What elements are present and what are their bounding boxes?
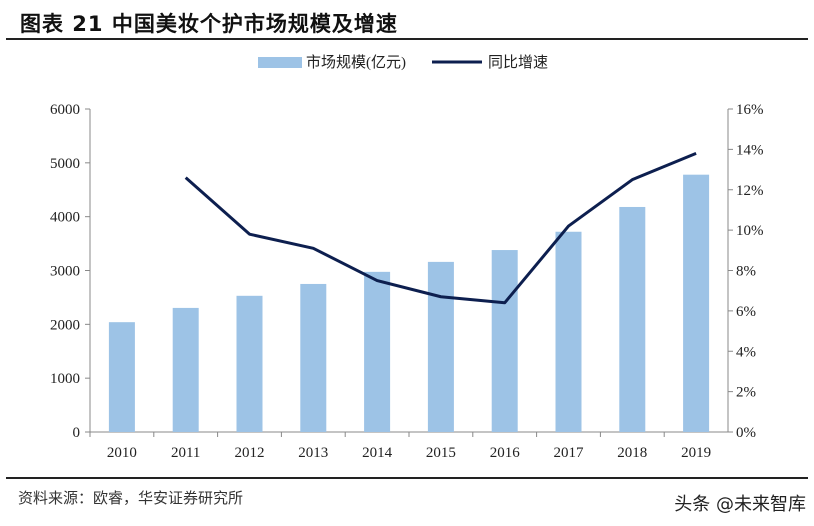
right-tick-label: 4% xyxy=(736,344,756,360)
chart-title: 图表 21 中国美妆个护市场规模及增速 xyxy=(20,12,398,36)
legend-label-line: 同比增速 xyxy=(488,54,548,71)
legend-label-bar: 市场规模(亿元) xyxy=(306,54,406,71)
bar-2011 xyxy=(172,307,199,432)
bar-2018 xyxy=(619,206,646,432)
bottom-rule xyxy=(6,477,808,479)
left-tick-label: 0 xyxy=(73,425,81,441)
x-tick-label: 2018 xyxy=(617,445,647,461)
source-note: 资料来源：欧睿，华安证券研究所 xyxy=(18,489,244,507)
bar-2010 xyxy=(108,322,135,432)
left-tick-label: 5000 xyxy=(50,156,80,172)
right-tick-label: 14% xyxy=(736,142,764,158)
x-tick-label: 2019 xyxy=(681,445,711,461)
right-tick-label: 2% xyxy=(736,385,756,401)
x-tick-label: 2013 xyxy=(298,445,328,461)
watermark: 头条 @未来智库 xyxy=(674,494,806,515)
right-tick-label: 10% xyxy=(736,223,764,239)
legend-swatch-bar xyxy=(258,57,302,68)
left-tick-label: 6000 xyxy=(50,102,80,118)
x-tick-label: 2014 xyxy=(362,445,393,461)
x-tick-label: 2017 xyxy=(554,445,585,461)
top-rule xyxy=(6,38,808,40)
right-tick-label: 0% xyxy=(736,425,756,441)
x-tick-label: 2011 xyxy=(171,445,200,461)
x-tick-label: 2015 xyxy=(426,445,456,461)
right-tick-label: 16% xyxy=(736,102,764,118)
right-tick-label: 8% xyxy=(736,264,756,280)
bar-2016 xyxy=(491,250,518,432)
bar-2012 xyxy=(236,295,263,432)
bar-2015 xyxy=(427,261,454,432)
left-tick-label: 4000 xyxy=(50,210,80,226)
bar-2017 xyxy=(555,231,582,432)
left-tick-label: 1000 xyxy=(50,371,80,387)
bar-2019 xyxy=(683,174,710,432)
bar-2014 xyxy=(364,271,391,432)
left-tick-label: 3000 xyxy=(50,264,80,280)
x-tick-label: 2010 xyxy=(107,445,137,461)
left-tick-label: 2000 xyxy=(50,317,80,333)
x-tick-label: 2012 xyxy=(235,445,265,461)
right-tick-label: 6% xyxy=(736,304,756,320)
x-tick-label: 2016 xyxy=(490,445,521,461)
bar-2013 xyxy=(300,283,327,432)
right-tick-label: 12% xyxy=(736,183,764,199)
